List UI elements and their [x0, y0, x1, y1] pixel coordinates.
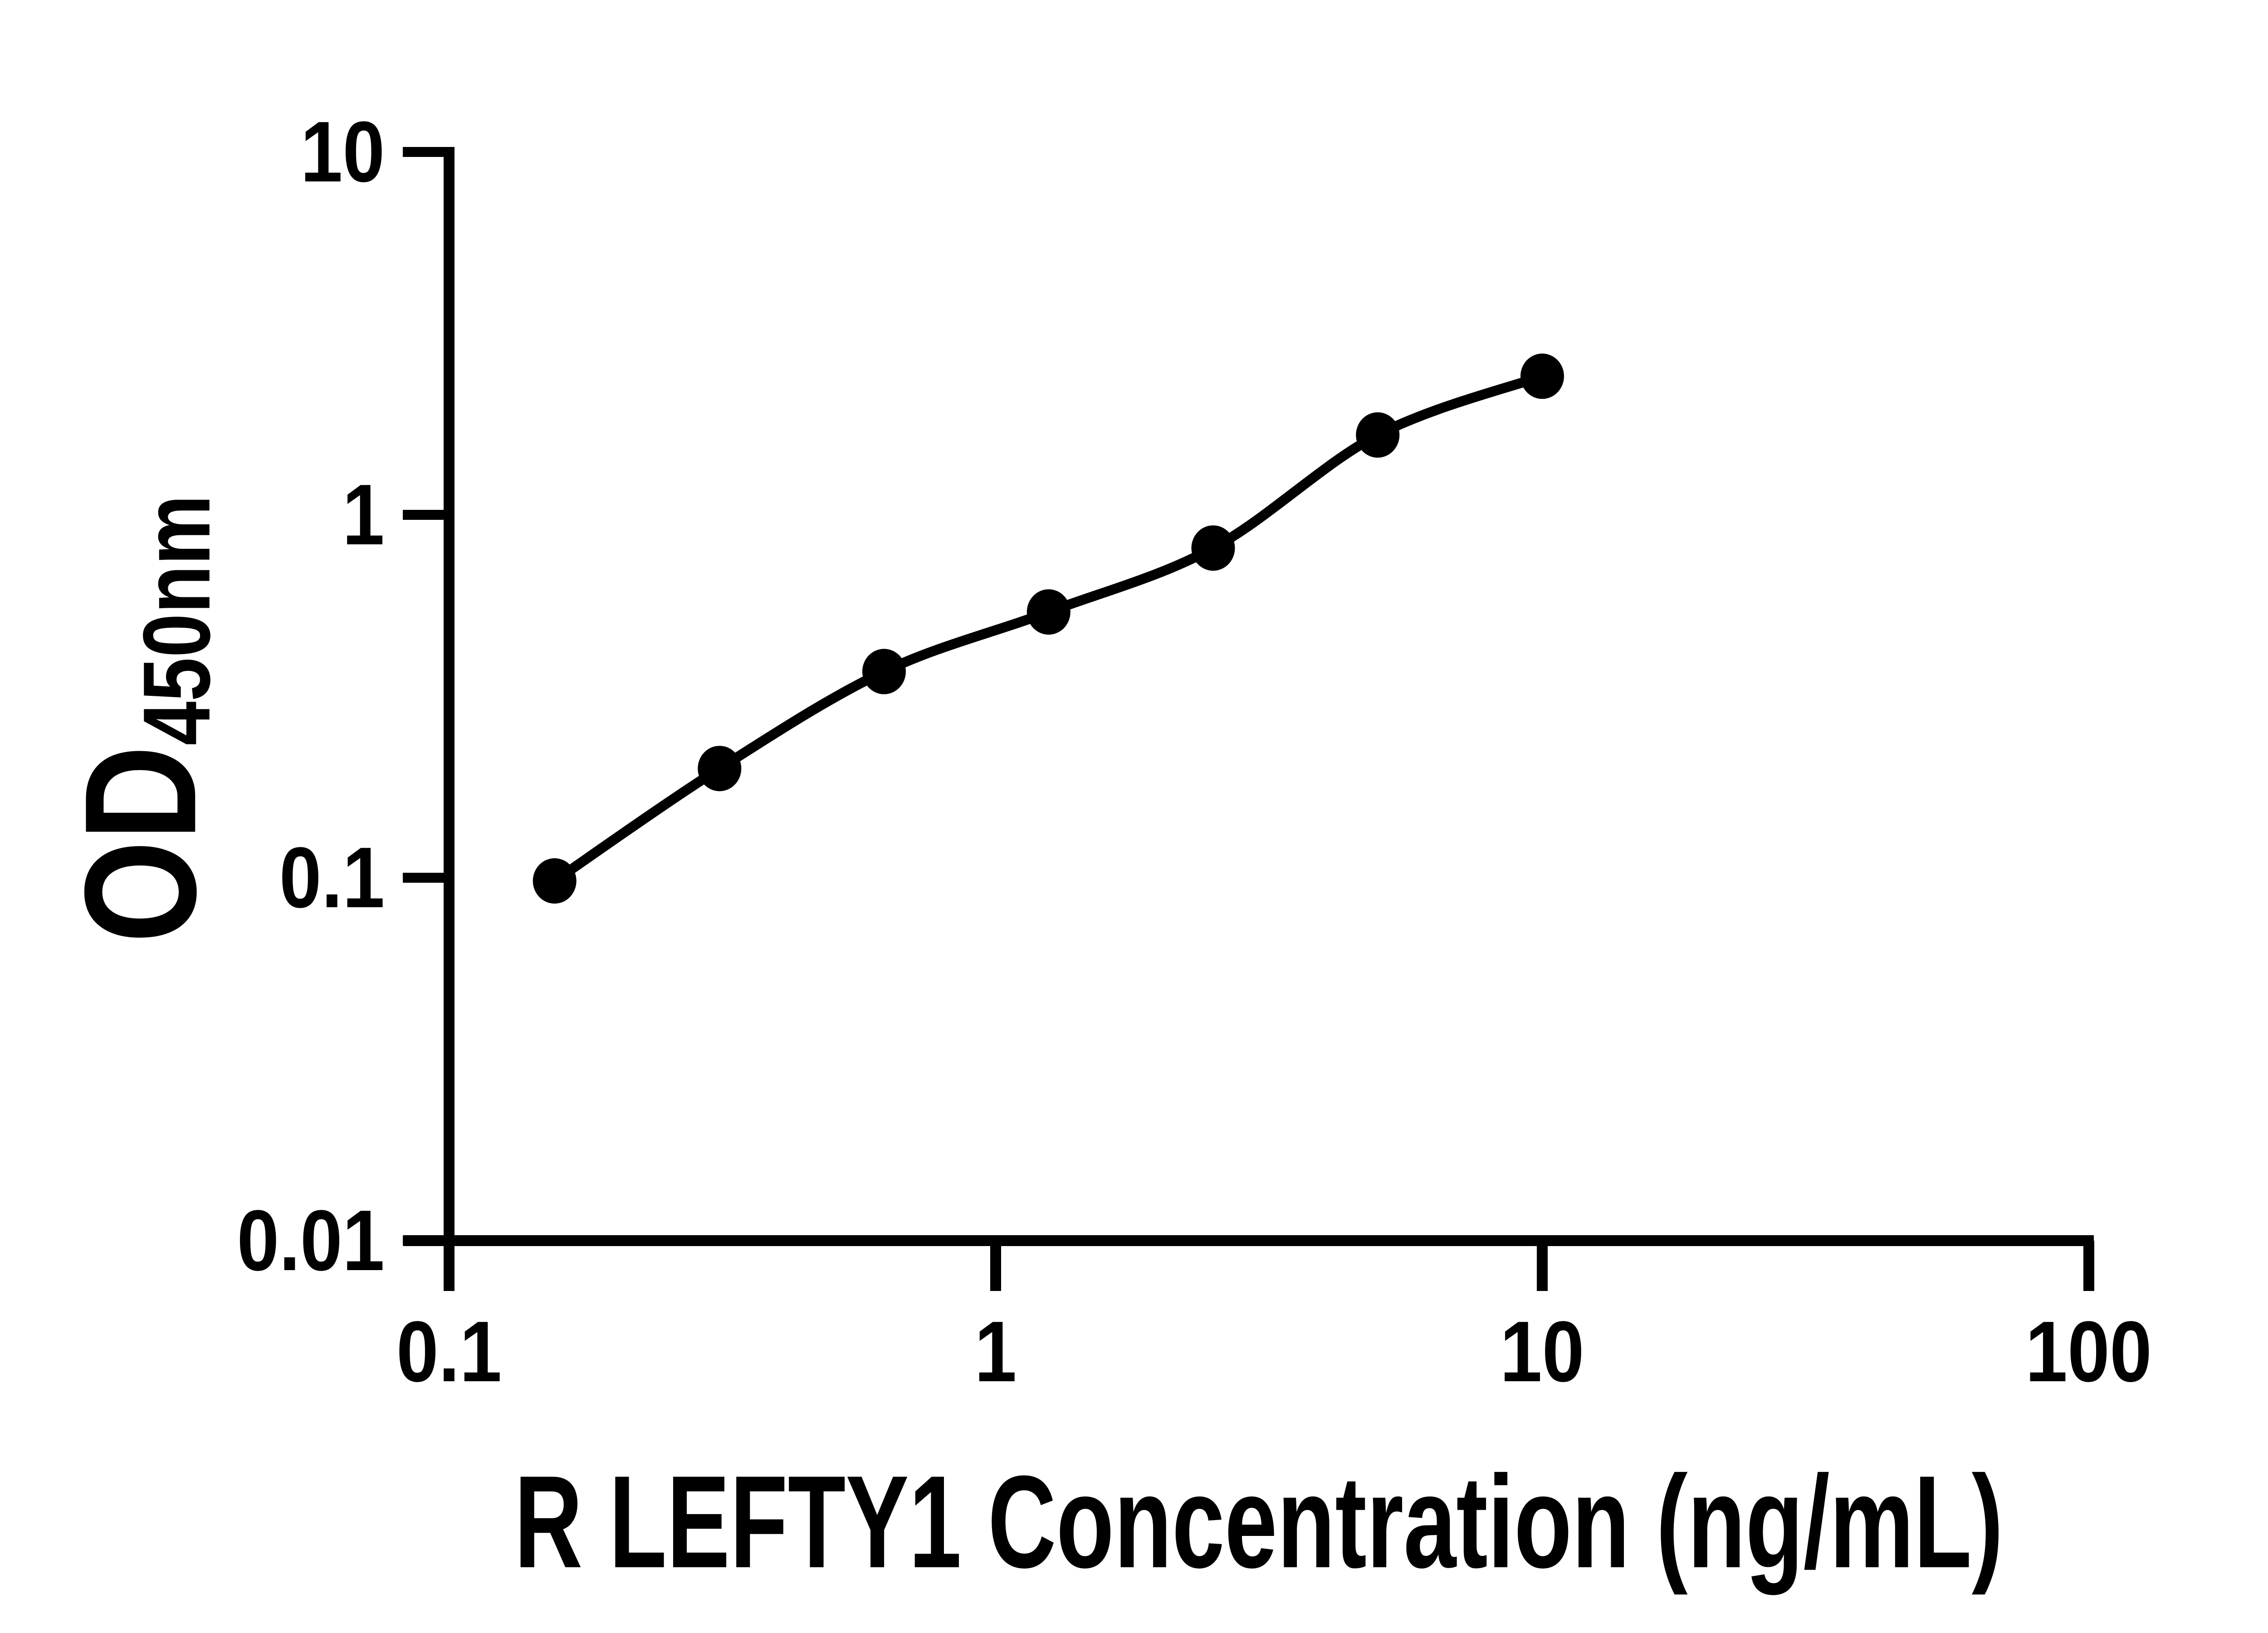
y-tick-label: 1: [67, 469, 385, 560]
x-tick-label-text: 100: [2025, 1304, 2152, 1400]
y-tick-label-text: 1: [342, 467, 385, 563]
x-tick-label: 0.1: [290, 1306, 608, 1397]
data-point-marker: [1191, 525, 1235, 571]
data-point-marker: [698, 746, 742, 792]
x-tick-label: 100: [1930, 1306, 2248, 1397]
y-tick-label-text: 0.01: [237, 1193, 385, 1289]
y-tick-label-text: 10: [300, 104, 385, 200]
x-tick-label: 1: [837, 1306, 1154, 1397]
data-point-marker: [1356, 412, 1400, 458]
x-tick-label-text: 1: [974, 1304, 1017, 1400]
data-point-marker: [862, 649, 906, 694]
x-tick-label-text: 0.1: [396, 1304, 502, 1400]
y-tick-label-text: 0.1: [279, 830, 385, 926]
data-point-marker: [1026, 589, 1070, 635]
data-point-marker: [1520, 353, 1564, 399]
y-tick-label: 0.01: [67, 1195, 385, 1286]
y-tick-label: 10: [67, 107, 385, 197]
x-tick-label-text: 10: [1500, 1304, 1584, 1400]
x-axis-title: R LEFTY1 Concentration (ng/mL): [514, 1448, 2004, 1595]
data-point-marker: [533, 858, 577, 904]
x-tick-label: 10: [1383, 1306, 1701, 1397]
y-tick-label: 0.1: [67, 832, 385, 923]
